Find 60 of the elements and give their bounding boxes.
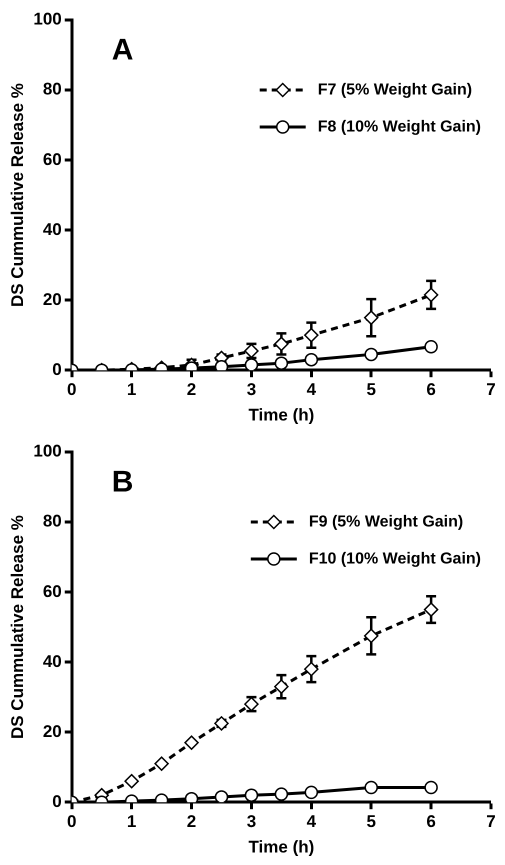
x-tick-label: 1 bbox=[126, 380, 136, 400]
x-tick-label: 0 bbox=[67, 380, 76, 400]
y-tick-label: 80 bbox=[42, 512, 62, 531]
chart-title: B bbox=[112, 465, 134, 498]
legend-label: F9 (5% Weight Gain) bbox=[308, 513, 464, 530]
x-tick-label: 2 bbox=[186, 380, 196, 400]
point bbox=[154, 756, 169, 771]
point bbox=[304, 786, 318, 800]
point bbox=[214, 790, 228, 802]
point bbox=[364, 780, 378, 794]
x-tick-label: 6 bbox=[426, 380, 436, 400]
point bbox=[244, 788, 258, 802]
x-tick-label: 2 bbox=[186, 812, 196, 832]
point bbox=[424, 780, 438, 794]
x-tick-label: 7 bbox=[486, 380, 496, 400]
point bbox=[184, 735, 199, 750]
legend-label: F10 (10% Weight Gain) bbox=[308, 550, 482, 568]
y-axis-title: DS Cummulative Release % bbox=[8, 83, 27, 308]
x-tick-label: 4 bbox=[306, 812, 317, 832]
point bbox=[304, 352, 318, 366]
y-tick-label: 80 bbox=[42, 80, 62, 99]
y-tick-label: 100 bbox=[33, 442, 62, 461]
x-tick-label: 6 bbox=[426, 812, 436, 832]
point bbox=[364, 628, 378, 644]
point bbox=[304, 328, 319, 342]
x-tick-label: 1 bbox=[126, 812, 136, 832]
point bbox=[244, 358, 258, 370]
x-tick-label: 3 bbox=[246, 380, 256, 400]
point bbox=[364, 348, 378, 362]
x-tick-label: 3 bbox=[246, 812, 256, 832]
x-tick-label: 4 bbox=[306, 380, 317, 400]
legend-label: F8 (10% Weight Gain) bbox=[318, 118, 481, 136]
y-tick-label: 40 bbox=[42, 220, 62, 239]
x-tick-label: 0 bbox=[67, 812, 76, 832]
chart-title: A bbox=[112, 33, 134, 66]
y-axis-title: DS Cummulative Release % bbox=[8, 515, 27, 740]
point bbox=[124, 774, 139, 788]
point bbox=[304, 662, 319, 676]
point bbox=[274, 679, 289, 694]
y-tick-label: 20 bbox=[42, 722, 62, 741]
x-axis-title: Time (h) bbox=[248, 837, 314, 856]
y-tick-label: 0 bbox=[52, 360, 62, 379]
point bbox=[424, 340, 438, 354]
y-tick-label: 60 bbox=[42, 150, 62, 169]
x-tick-label: 5 bbox=[366, 812, 376, 832]
point bbox=[424, 602, 438, 617]
point bbox=[364, 310, 378, 325]
x-tick-label: 7 bbox=[486, 812, 496, 832]
point bbox=[424, 288, 438, 302]
y-tick-label: 40 bbox=[42, 652, 62, 671]
legend-label: F7 (5% Weight Gain) bbox=[318, 81, 472, 98]
y-tick-label: 60 bbox=[42, 582, 62, 601]
y-tick-label: 0 bbox=[52, 792, 62, 811]
x-tick-label: 5 bbox=[366, 380, 376, 400]
x-axis-title: Time (h) bbox=[248, 405, 314, 424]
point bbox=[274, 356, 288, 370]
y-tick-label: 100 bbox=[33, 10, 62, 29]
point bbox=[274, 336, 289, 352]
y-tick-label: 20 bbox=[42, 290, 62, 309]
point bbox=[274, 787, 288, 801]
